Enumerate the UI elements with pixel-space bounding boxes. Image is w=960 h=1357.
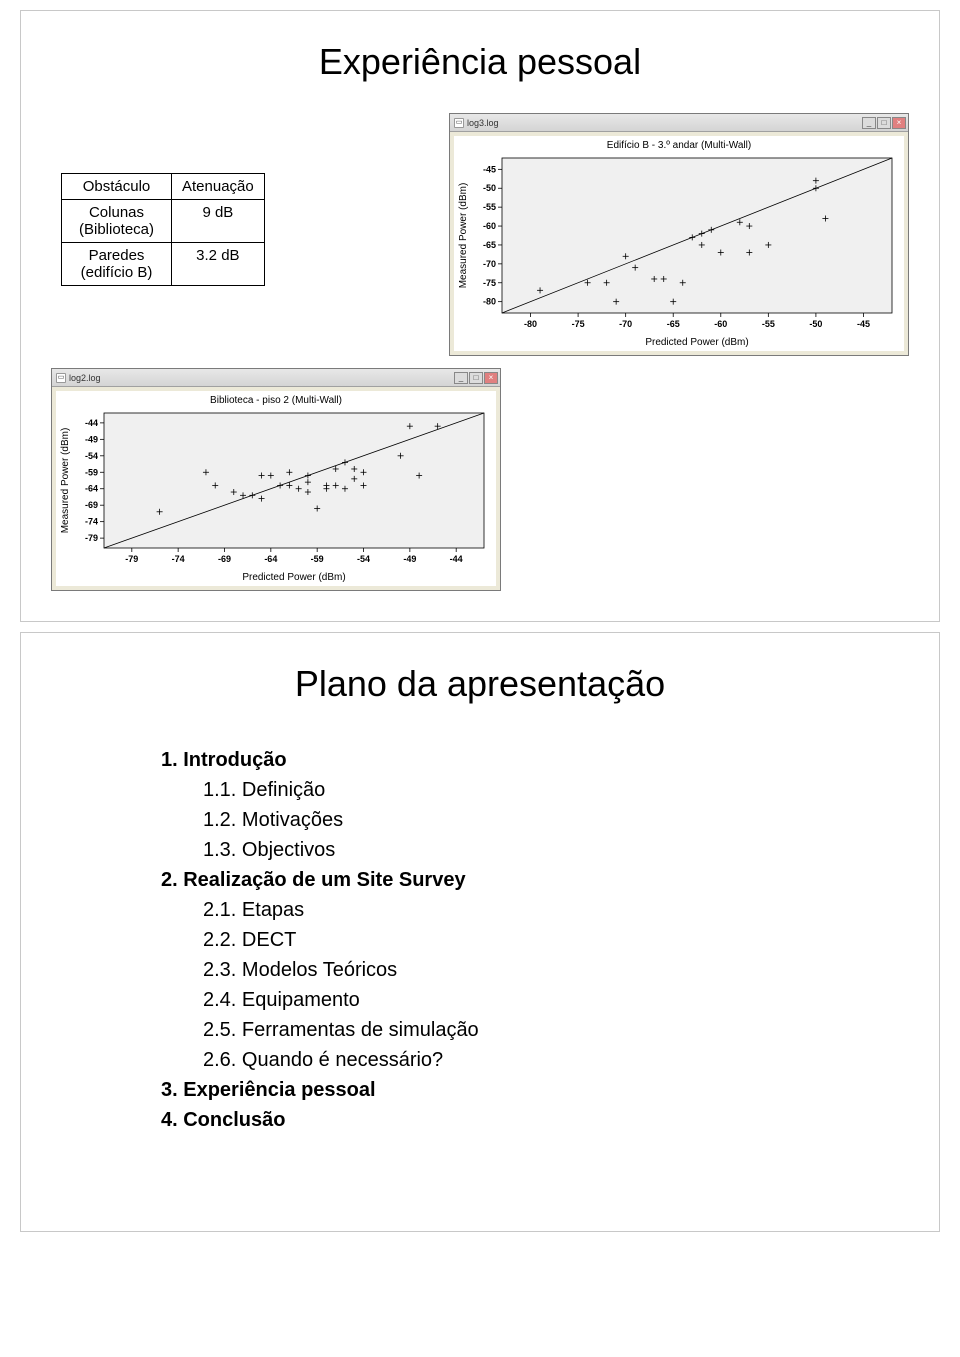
window-buttons: _ □ ×: [454, 372, 498, 384]
outline-item-lvl2: 2.4. Equipamento: [203, 985, 909, 1015]
table-row: Paredes (edifício B) 3.2 dB: [62, 243, 265, 286]
svg-text:-55: -55: [483, 202, 496, 212]
chart-titlebar-top: ▭ log3.log _ □ ×: [450, 114, 908, 132]
svg-text:-50: -50: [809, 319, 822, 329]
svg-text:-70: -70: [619, 319, 632, 329]
svg-text:-54: -54: [357, 554, 370, 564]
svg-text:-80: -80: [483, 297, 496, 307]
slide2-title: Plano da apresentação: [51, 663, 909, 705]
svg-text:-75: -75: [572, 319, 585, 329]
svg-text:-75: -75: [483, 278, 496, 288]
window-icon: ▭: [56, 373, 66, 383]
slide1-title: Experiência pessoal: [51, 41, 909, 83]
outline-item-lvl1: 2. Realização de um Site Survey: [161, 865, 909, 895]
outline-item-lvl2: 1.3. Objectivos: [203, 835, 909, 865]
chart-window-top: ▭ log3.log _ □ × Edifício B - 3.º andar …: [449, 113, 909, 356]
svg-text:-59: -59: [311, 554, 324, 564]
presentation-outline: 1. Introdução1.1. Definição1.2. Motivaçõ…: [161, 745, 909, 1135]
table-cell: Paredes (edifício B): [62, 243, 172, 286]
svg-text:-49: -49: [85, 434, 98, 444]
svg-text:-74: -74: [172, 554, 185, 564]
svg-text:Predicted Power (dBm): Predicted Power (dBm): [645, 337, 748, 348]
svg-text:-65: -65: [483, 240, 496, 250]
outline-item-lvl2: 2.3. Modelos Teóricos: [203, 955, 909, 985]
chart-titlebar-bottom: ▭ log2.log _ □ ×: [52, 369, 500, 387]
maximize-button[interactable]: □: [469, 372, 483, 384]
table-cell: 3.2 dB: [172, 243, 265, 286]
svg-text:-50: -50: [483, 183, 496, 193]
close-button[interactable]: ×: [892, 117, 906, 129]
svg-text:-69: -69: [85, 500, 98, 510]
window-title-bottom: log2.log: [69, 373, 101, 383]
maximize-button[interactable]: □: [877, 117, 891, 129]
table-cell: 9 dB: [172, 200, 265, 243]
slide1-row1: Obstáculo Atenuação Colunas (Biblioteca)…: [51, 113, 909, 356]
svg-text:-59: -59: [85, 467, 98, 477]
svg-text:-80: -80: [524, 319, 537, 329]
svg-text:-45: -45: [857, 319, 870, 329]
table-header-0: Obstáculo: [62, 174, 172, 200]
outline-item-lvl1: 1. Introdução: [161, 745, 909, 775]
chart-canvas-top: Edifício B - 3.º andar (Multi-Wall) -80 -7…: [454, 136, 904, 351]
table-header-1: Atenuação: [172, 174, 265, 200]
svg-text:Biblioteca - piso 2 (Multi-Wal: Biblioteca - piso 2 (Multi-Wall): [210, 395, 342, 406]
svg-text:-60: -60: [714, 319, 727, 329]
svg-text:-64: -64: [264, 554, 277, 564]
outline-item-lvl1: 4. Conclusão: [161, 1105, 909, 1135]
attenuation-table: Obstáculo Atenuação Colunas (Biblioteca)…: [61, 173, 265, 286]
svg-text:-44: -44: [85, 418, 98, 428]
outline-item-lvl2: 1.2. Motivações: [203, 805, 909, 835]
svg-text:-70: -70: [483, 259, 496, 269]
slide-1: Experiência pessoal Obstáculo Atenuação …: [20, 10, 940, 622]
svg-text:Measured Power (dBm): Measured Power (dBm): [60, 428, 71, 534]
minimize-button[interactable]: _: [862, 117, 876, 129]
window-title-top: log3.log: [467, 118, 499, 128]
svg-text:-64: -64: [85, 484, 98, 494]
svg-text:-54: -54: [85, 451, 98, 461]
svg-text:-55: -55: [762, 319, 775, 329]
table-row: Colunas (Biblioteca) 9 dB: [62, 200, 265, 243]
window-buttons: _ □ ×: [862, 117, 906, 129]
chart-window-bottom: ▭ log2.log _ □ × Biblioteca - piso 2 (Mu…: [51, 368, 501, 591]
slide1-body: Obstáculo Atenuação Colunas (Biblioteca)…: [51, 113, 909, 591]
outline-item-lvl2: 1.1. Definição: [203, 775, 909, 805]
svg-text:-74: -74: [85, 517, 98, 527]
svg-text:Edifício B - 3.º andar (Multi-: Edifício B - 3.º andar (Multi-Wall): [607, 140, 751, 151]
chart-canvas-bottom: Biblioteca - piso 2 (Multi-Wall) -79 -74 -6…: [56, 391, 496, 586]
svg-text:Predicted Power (dBm): Predicted Power (dBm): [242, 572, 345, 583]
svg-text:-49: -49: [403, 554, 416, 564]
svg-text:Measured Power (dBm): Measured Power (dBm): [458, 183, 469, 289]
svg-text:-44: -44: [450, 554, 463, 564]
svg-text:-79: -79: [125, 554, 138, 564]
outline-item-lvl2: 2.2. DECT: [203, 925, 909, 955]
svg-text:-45: -45: [483, 164, 496, 174]
window-icon: ▭: [454, 118, 464, 128]
outline-item-lvl2: 2.5. Ferramentas de simulação: [203, 1015, 909, 1045]
svg-text:-69: -69: [218, 554, 231, 564]
svg-text:-79: -79: [85, 533, 98, 543]
outline-item-lvl1: 3. Experiência pessoal: [161, 1075, 909, 1105]
svg-text:-60: -60: [483, 221, 496, 231]
table-cell: Colunas (Biblioteca): [62, 200, 172, 243]
minimize-button[interactable]: _: [454, 372, 468, 384]
outline-item-lvl2: 2.6. Quando é necessário?: [203, 1045, 909, 1075]
svg-text:-65: -65: [667, 319, 680, 329]
slide-2: Plano da apresentação 1. Introdução1.1. …: [20, 632, 940, 1232]
close-button[interactable]: ×: [484, 372, 498, 384]
outline-item-lvl2: 2.1. Etapas: [203, 895, 909, 925]
